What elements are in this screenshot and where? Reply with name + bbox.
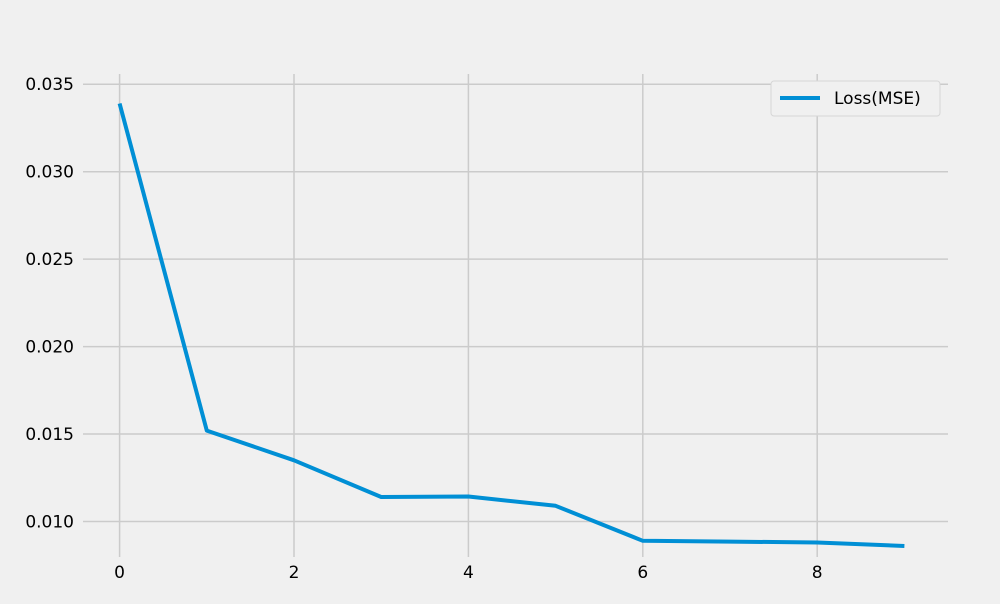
x-tick-label: 6 <box>637 563 648 583</box>
legend-label: Loss(MSE) <box>834 89 921 109</box>
x-tick-label: 4 <box>463 563 474 583</box>
y-tick-label: 0.025 <box>25 250 74 270</box>
y-tick-label: 0.030 <box>25 163 74 183</box>
y-tick-label: 0.010 <box>25 513 74 533</box>
y-tick-label: 0.015 <box>25 425 74 445</box>
x-tick-label: 8 <box>812 563 823 583</box>
x-tick-label: 0 <box>114 563 125 583</box>
x-tick-label: 2 <box>289 563 300 583</box>
y-tick-label: 0.035 <box>25 75 74 95</box>
series-line-loss-mse <box>117 102 905 548</box>
legend-box <box>770 80 941 117</box>
y-tick-label: 0.020 <box>25 338 74 358</box>
legend: Loss(MSE) <box>770 80 941 117</box>
tick-labels: 0 2 4 6 8 0.010 0.015 0.020 0.025 0.030 0.035 <box>25 75 822 583</box>
series-layer <box>117 102 905 548</box>
